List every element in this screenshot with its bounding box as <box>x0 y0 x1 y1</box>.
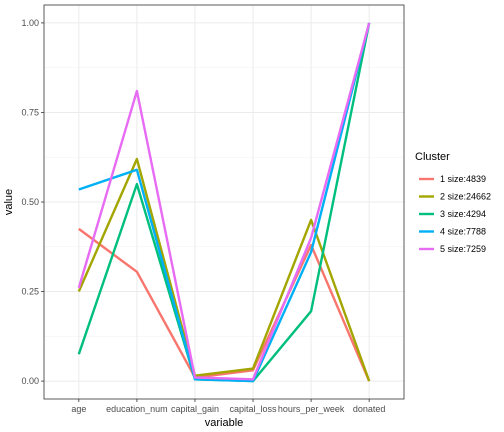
x-axis: age education_num capital_gain capital_loss… <box>71 399 385 414</box>
legend-label-1: 1 size:4839 <box>440 174 486 184</box>
legend-title: Cluster <box>415 151 450 163</box>
x-tick-label: hours_per_week <box>278 404 345 414</box>
y-tick-label: 1.00 <box>21 18 39 28</box>
y-tick-label: 0.25 <box>21 287 39 297</box>
y-axis-title: value <box>3 189 15 215</box>
series-lines <box>77 22 371 383</box>
series-line-2 <box>77 157 371 382</box>
x-tick-label: capital_loss <box>230 404 278 414</box>
legend: Cluster 1 size:4839 2 size:24662 3 size:42… <box>415 151 491 254</box>
series-line-5 <box>77 22 371 381</box>
legend-label-3: 3 size:4294 <box>440 209 486 219</box>
x-tick-label: donated <box>353 404 386 414</box>
y-tick-label: 0.50 <box>21 197 39 207</box>
x-tick-label: age <box>71 404 86 414</box>
x-tick-label: capital_gain <box>171 404 219 414</box>
series-line-4 <box>78 22 371 383</box>
legend-label-4: 4 size:7788 <box>440 227 486 237</box>
y-axis: 0.00 0.25 0.50 0.75 1.00 <box>21 18 44 386</box>
x-tick-label: education_num <box>106 404 168 414</box>
y-tick-label: 0.75 <box>21 107 39 117</box>
legend-label-5: 5 size:7259 <box>440 244 486 254</box>
y-tick-label: 0.00 <box>21 376 39 386</box>
x-axis-title: variable <box>205 417 244 429</box>
legend-label-2: 2 size:24662 <box>440 192 491 202</box>
